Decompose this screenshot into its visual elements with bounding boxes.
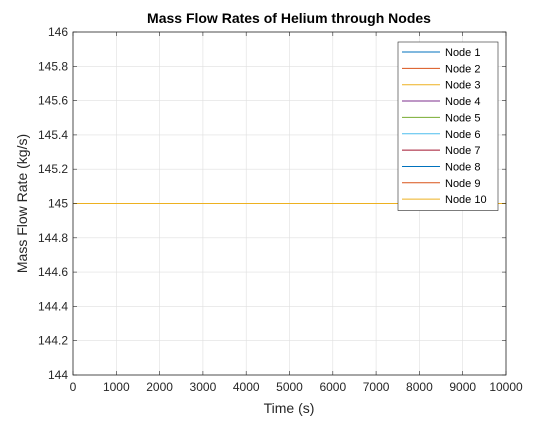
y-tick-label: 144.2 <box>38 334 68 348</box>
y-tick-label: 145.6 <box>38 94 68 108</box>
legend-label: Node 2 <box>445 63 480 75</box>
x-tick-label: 8000 <box>406 380 433 394</box>
x-tick-label: 4000 <box>233 380 260 394</box>
chart-title: Mass Flow Rates of Helium through Nodes <box>147 10 431 26</box>
x-tick-label: 6000 <box>319 380 346 394</box>
y-tick-label: 146 <box>48 25 68 39</box>
legend-label: Node 5 <box>445 112 480 124</box>
x-axis-tick-labels: 0 1000 2000 3000 4000 5000 6000 7000 8000 9000 100… <box>70 380 523 394</box>
y-tick-label: 145.4 <box>38 128 68 142</box>
legend-label: Node 10 <box>445 194 487 206</box>
legend-label: Node 7 <box>445 145 480 157</box>
axis-ticks <box>72 31 507 376</box>
x-axis-label: Time (s) <box>264 400 315 416</box>
x-tick-label: 1000 <box>103 380 130 394</box>
legend-label: Node 9 <box>445 178 480 190</box>
x-tick-label: 10000 <box>489 380 523 394</box>
legend-label: Node 1 <box>445 47 480 59</box>
y-tick-label: 144.8 <box>38 231 68 245</box>
y-tick-label: 144 <box>48 368 68 382</box>
y-tick-label: 144.4 <box>38 299 68 313</box>
y-tick-label: 144.6 <box>38 265 68 279</box>
y-axis-label: Mass Flow Rate (kg/s) <box>14 134 30 273</box>
y-axis-tick-labels: 144 144.2 144.4 144.6 144.8 145 145.2 145.4 145.… <box>38 25 68 382</box>
y-tick-label: 145.2 <box>38 162 68 176</box>
x-tick-label: 5000 <box>276 380 303 394</box>
legend-label: Node 4 <box>445 96 480 108</box>
x-tick-label: 0 <box>70 380 77 394</box>
y-tick-label: 145 <box>48 197 68 211</box>
legend-label: Node 6 <box>445 129 480 141</box>
x-tick-label: 9000 <box>449 380 476 394</box>
legend-label: Node 8 <box>445 161 480 173</box>
y-tick-label: 145.8 <box>38 59 68 73</box>
legend-label: Node 3 <box>445 80 480 92</box>
x-tick-label: 3000 <box>190 380 217 394</box>
legend: Node 1 Node 2 Node 3 Node 4 Node 5 Node 6 Node… <box>397 41 499 211</box>
x-tick-label: 7000 <box>363 380 390 394</box>
x-tick-label: 2000 <box>146 380 173 394</box>
